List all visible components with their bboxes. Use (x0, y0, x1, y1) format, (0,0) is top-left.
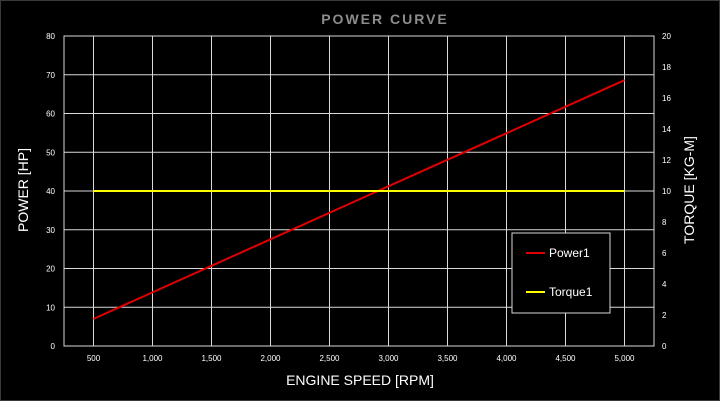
legend-box (511, 232, 611, 314)
x-tick-label: 4,000 (496, 354, 517, 363)
chart-title: POWER CURVE (321, 11, 449, 27)
y2-tick-label: 20 (662, 32, 671, 41)
y2-tick-label: 14 (662, 125, 671, 134)
y2-tick-label: 8 (662, 218, 667, 227)
x-tick-label: 1,000 (142, 354, 163, 363)
y2-tick-label: 0 (662, 342, 667, 351)
y2-tick-label: 16 (662, 94, 671, 103)
legend-label-torque: Torque1 (549, 285, 593, 299)
y-tick-label: 30 (46, 226, 55, 235)
x-tick-label: 4,500 (555, 354, 576, 363)
y2-tick-label: 4 (662, 280, 667, 289)
x-tick-label: 2,500 (319, 354, 340, 363)
legend: Power1 Torque1 (511, 232, 611, 314)
x-tick-label: 3,000 (378, 354, 399, 363)
y2-tick-label: 2 (662, 311, 667, 320)
y2-tick-label: 18 (662, 63, 671, 72)
y-tick-label: 20 (46, 265, 55, 274)
series-line-power1 (93, 79, 625, 320)
x-tick-label: 3,500 (437, 354, 458, 363)
x-tick-label: 500 (87, 354, 101, 363)
y-tick-label: 50 (46, 148, 55, 157)
y2-tick-label: 6 (662, 249, 667, 258)
y2-tick-label: 10 (662, 187, 671, 196)
series-layer (93, 79, 625, 320)
plot-area (63, 35, 655, 347)
y-tick-label: 10 (46, 303, 55, 312)
legend-label-power: Power1 (549, 246, 590, 260)
ticks-layer: 500 1,000 1,500 2,000 2,500 3,000 3,500 4,000 4,… (46, 32, 671, 363)
y-tick-label: 60 (46, 110, 55, 119)
y2-axis-label: TORQUE [KG-M] (681, 136, 697, 244)
x-axis-label: ENGINE SPEED [RPM] (286, 372, 434, 388)
y-tick-label: 70 (46, 71, 55, 80)
y-tick-label: 80 (46, 32, 55, 41)
x-tick-label: 2,000 (260, 354, 281, 363)
x-tick-label: 5,000 (614, 354, 635, 363)
y-axis-label: POWER [HP] (15, 148, 31, 232)
y-tick-label: 40 (46, 187, 55, 196)
y-tick-label: 0 (51, 342, 56, 351)
x-tick-label: 1,500 (201, 354, 222, 363)
y2-tick-label: 12 (662, 156, 671, 165)
